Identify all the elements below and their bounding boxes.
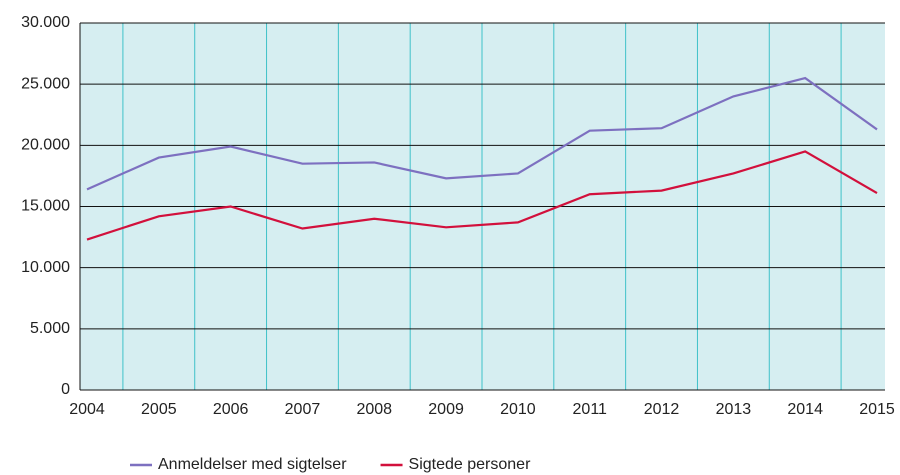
x-tick-label: 2004: [69, 401, 105, 418]
legend-label: Sigtede personer: [409, 456, 532, 473]
x-tick-label: 2007: [285, 401, 321, 418]
y-tick-label: 20.000: [21, 137, 70, 154]
x-tick-label: 2006: [213, 401, 249, 418]
y-tick-label: 30.000: [21, 14, 70, 31]
x-tick-label: 2005: [141, 401, 177, 418]
x-tick-label: 2015: [859, 401, 895, 418]
x-tick-label: 2008: [356, 401, 392, 418]
y-tick-label: 25.000: [21, 75, 70, 92]
x-tick-label: 2014: [787, 401, 823, 418]
x-tick-label: 2010: [500, 401, 536, 418]
y-tick-label: 5.000: [30, 320, 70, 337]
y-tick-label: 0: [61, 381, 70, 398]
series-line: [86, 150, 878, 241]
y-tick-label: 10.000: [21, 259, 70, 276]
y-tick-label: 15.000: [21, 198, 70, 215]
series-line: [86, 76, 878, 191]
x-tick-label: 2009: [428, 401, 464, 418]
x-tick-label: 2013: [716, 401, 752, 418]
x-tick-label: 2011: [573, 401, 608, 418]
legend-label: Anmeldelser med sigtelser: [158, 456, 347, 473]
x-tick-label: 2012: [644, 401, 680, 418]
